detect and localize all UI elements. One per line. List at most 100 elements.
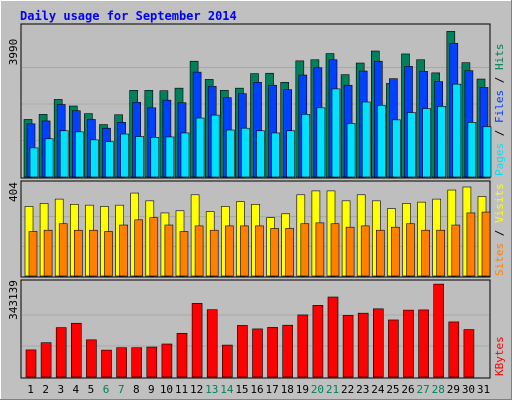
legend-sep-1: / <box>493 123 506 143</box>
x-label-day-1: 1 <box>27 383 34 396</box>
bar-pages-day-31 <box>482 126 492 178</box>
bar-sites-day-7 <box>119 224 128 277</box>
bar-sites-day-11 <box>179 231 189 277</box>
bar-sites-day-2 <box>43 229 53 277</box>
bar-sites-day-12 <box>194 225 204 277</box>
legend-sep-2: / <box>493 70 506 90</box>
bar-kbytes-day-14 <box>222 344 233 378</box>
bar-kbytes-day-1 <box>25 349 37 378</box>
x-axis-labels: 1 2 3 4 5 6 7 8 9 10 11 12 13 14 15 16 17 18 19 20 21 22 23 24 2… <box>27 383 490 396</box>
bar-kbytes-day-16 <box>252 328 263 378</box>
x-label-day-29: 29 <box>447 383 460 396</box>
bar-sites-day-22 <box>345 226 355 277</box>
bar-pages-day-13 <box>210 114 220 178</box>
bar-sites-day-14 <box>225 225 234 277</box>
bar-sites-day-28 <box>436 229 446 277</box>
bar-pages-day-16 <box>256 130 265 178</box>
x-label-day-31: 31 <box>477 383 490 396</box>
legend-sites: Sites <box>493 243 506 276</box>
bar-sites-day-18 <box>285 228 295 277</box>
bar-kbytes-day-2 <box>40 342 52 378</box>
x-label-day-4: 4 <box>73 383 80 396</box>
bar-pages-day-26 <box>407 112 416 178</box>
bar-kbytes-day-7 <box>116 347 127 378</box>
x-label-day-28: 28 <box>432 383 445 396</box>
bar-sites-day-1 <box>28 231 38 277</box>
bar-pages-day-24 <box>376 104 386 178</box>
bar-sites-day-5 <box>89 229 98 277</box>
bar-kbytes-day-15 <box>237 325 248 378</box>
x-label-day-6: 6 <box>103 383 110 396</box>
bar-pages-day-22 <box>346 123 356 178</box>
x-label-day-27: 27 <box>417 383 430 396</box>
bar-sites-day-10 <box>164 224 174 277</box>
x-label-day-5: 5 <box>88 383 95 396</box>
bar-kbytes-day-22 <box>342 315 354 378</box>
bar-pages-day-30 <box>467 122 477 178</box>
x-label-day-30: 30 <box>462 383 475 396</box>
bar-kbytes-day-23 <box>357 312 369 378</box>
bar-pages-day-14 <box>226 129 235 178</box>
bars <box>23 31 492 378</box>
x-label-day-16: 16 <box>250 383 263 396</box>
legend-pages: Pages <box>493 143 506 176</box>
bar-sites-day-6 <box>104 231 113 277</box>
ymax-label-kbytes: 343139 <box>7 280 20 320</box>
bar-kbytes-day-21 <box>327 296 339 378</box>
bar-sites-day-29 <box>451 224 461 277</box>
bar-sites-day-25 <box>391 226 400 277</box>
bar-sites-day-3 <box>58 223 68 277</box>
bar-kbytes-day-25 <box>388 319 399 378</box>
bar-pages-day-10 <box>165 136 175 178</box>
x-label-day-7: 7 <box>118 383 125 396</box>
bar-pages-day-29 <box>452 83 462 178</box>
bar-pages-day-1 <box>29 147 39 178</box>
bar-pages-day-19 <box>301 114 311 178</box>
x-label-day-12: 12 <box>190 383 203 396</box>
bar-kbytes-day-24 <box>372 308 384 378</box>
bar-sites-day-15 <box>240 225 249 277</box>
bar-kbytes-day-26 <box>403 309 414 378</box>
bar-kbytes-day-3 <box>55 327 67 378</box>
x-label-day-21: 21 <box>326 383 339 396</box>
bar-sites-day-9 <box>149 217 159 277</box>
bar-sites-day-4 <box>74 229 83 277</box>
bar-pages-day-7 <box>120 133 129 178</box>
legend-hits: Hits <box>493 44 506 71</box>
chart-title: Daily usage for September 2014 <box>20 9 237 23</box>
x-label-day-26: 26 <box>401 383 414 396</box>
legend-visits: Visits <box>493 183 506 223</box>
bar-pages-day-3 <box>59 130 69 178</box>
bar-kbytes-day-29 <box>448 321 460 378</box>
bar-pages-day-5 <box>90 139 99 178</box>
ymax-label-hits: 3990 <box>7 39 20 66</box>
bar-kbytes-day-20 <box>312 305 324 378</box>
bar-kbytes-day-4 <box>71 322 82 378</box>
bar-kbytes-day-27 <box>418 309 429 378</box>
bar-pages-day-8 <box>135 136 144 178</box>
bar-sites-day-27 <box>421 229 430 277</box>
ymax-label-visits: 404 <box>7 182 20 202</box>
bar-sites-day-31 <box>481 211 491 277</box>
bar-pages-day-17 <box>271 132 280 178</box>
bar-kbytes-day-17 <box>267 327 278 378</box>
x-label-day-25: 25 <box>386 383 399 396</box>
bar-pages-day-4 <box>75 131 84 178</box>
legend-hits-files-pages: Pages / Files / Hits <box>493 44 506 177</box>
legend-sep-3: / <box>493 223 506 243</box>
x-label-day-22: 22 <box>341 383 354 396</box>
bar-kbytes-day-6 <box>101 349 112 378</box>
bar-pages-day-2 <box>44 138 54 178</box>
bar-sites-day-21 <box>330 223 340 277</box>
bar-kbytes-day-8 <box>131 347 142 378</box>
x-label-day-3: 3 <box>57 383 64 396</box>
x-label-day-20: 20 <box>311 383 324 396</box>
bar-kbytes-day-5 <box>86 339 97 378</box>
bar-sites-day-17 <box>270 228 279 277</box>
bar-kbytes-day-13 <box>206 309 218 378</box>
bar-sites-day-16 <box>255 225 264 277</box>
x-label-day-14: 14 <box>220 383 234 396</box>
x-label-day-17: 17 <box>266 383 279 396</box>
x-label-day-8: 8 <box>133 383 140 396</box>
bar-pages-day-28 <box>437 106 447 178</box>
